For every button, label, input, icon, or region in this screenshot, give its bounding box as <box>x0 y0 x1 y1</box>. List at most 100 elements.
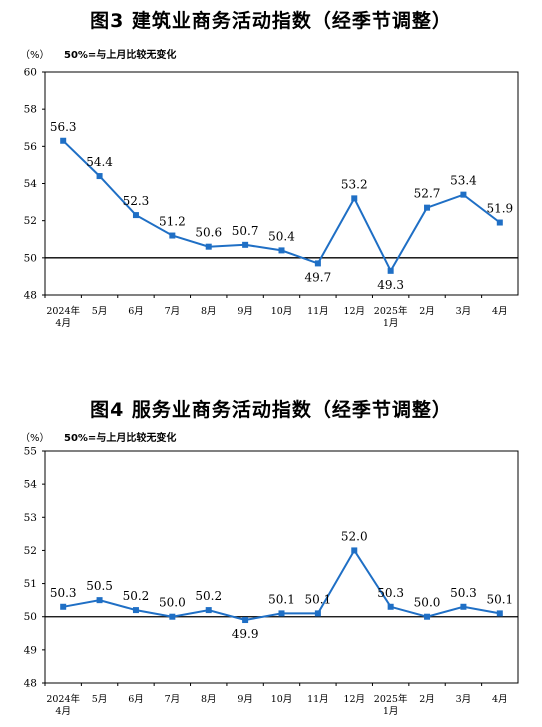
x-tick-label: 2月 <box>419 694 435 705</box>
plot-frame <box>44 450 519 684</box>
data-point <box>314 260 321 267</box>
x-tick-label: 5月 <box>92 694 108 705</box>
x-tick-label: 11月 <box>307 306 329 317</box>
data-point <box>132 212 139 219</box>
data-label: 52.0 <box>341 529 368 543</box>
line-chart: 48 49 50 51 52 53 54 55 2024年 4月 5月 6月 7月 8月 9月 10月 11月 1… <box>24 446 519 717</box>
line-chart: 48 50 52 54 56 58 60 2024年 4月 5月 6月 7月 8月 9月 10月 11月 12月… <box>24 67 519 329</box>
y-tick-label: 49 <box>24 644 37 656</box>
y-tick-label: 50 <box>24 252 37 264</box>
data-label: 50.1 <box>486 592 513 606</box>
data-label: 50.7 <box>232 224 259 238</box>
y-tick-label: 51 <box>24 578 37 590</box>
y-tick-label: 54 <box>24 479 38 491</box>
data-point <box>387 267 394 274</box>
x-tick-label: 2月 <box>419 306 435 317</box>
data-label: 49.9 <box>232 627 259 641</box>
plot-frame <box>44 71 519 296</box>
y-tick-label: 56 <box>24 141 38 153</box>
y-tick-label: 48 <box>24 290 37 302</box>
x-tick-label: 12月 <box>343 306 365 317</box>
data-label: 52.7 <box>414 187 441 201</box>
data-point <box>205 607 212 614</box>
y-tick-label: 50 <box>24 611 37 623</box>
x-tick-label: 9月 <box>237 694 253 705</box>
data-point <box>496 219 503 226</box>
data-label: 54.4 <box>86 155 113 169</box>
x-tick-label: 2024年 4月 <box>46 305 80 329</box>
data-label: 50.3 <box>50 586 77 600</box>
data-label: 50.3 <box>377 586 404 600</box>
data-point <box>387 603 394 610</box>
x-tick-label: 3月 <box>456 306 472 317</box>
data-point <box>496 610 503 617</box>
x-tick-label: 12月 <box>343 694 365 705</box>
y-tick-label: 60 <box>24 67 37 79</box>
x-tick-label: 11月 <box>307 694 329 705</box>
data-label: 50.3 <box>450 586 477 600</box>
data-label: 49.7 <box>305 270 332 284</box>
data-label: 51.9 <box>486 202 513 216</box>
data-point <box>169 232 176 239</box>
data-point <box>278 247 285 254</box>
x-tick-label: 6月 <box>128 306 144 317</box>
x-tick-label: 9月 <box>237 306 253 317</box>
y-tick-label: 48 <box>24 678 37 690</box>
data-point <box>424 613 431 620</box>
data-label: 53.4 <box>450 174 477 188</box>
x-tick-label: 10月 <box>271 306 293 317</box>
data-label: 50.1 <box>305 592 332 606</box>
y-tick-label: 55 <box>24 446 37 458</box>
data-point <box>242 241 249 248</box>
data-point <box>60 603 67 610</box>
data-point <box>96 173 103 180</box>
x-tick-label: 7月 <box>165 694 181 705</box>
y-tick-label: 54 <box>24 178 38 190</box>
data-label: 50.2 <box>195 589 222 603</box>
data-point <box>351 547 358 554</box>
data-label: 51.2 <box>159 215 186 229</box>
x-tick-label: 3月 <box>456 694 472 705</box>
data-label: 50.4 <box>268 229 295 243</box>
data-point <box>351 195 358 202</box>
data-point <box>132 607 139 614</box>
note-label: 50%=与上月比较无变化 <box>64 433 177 444</box>
data-label: 50.5 <box>86 579 113 593</box>
x-tick-label: 4月 <box>492 694 508 705</box>
data-label: 52.3 <box>123 194 150 208</box>
unit-label: （%） <box>20 50 50 61</box>
data-point <box>242 617 249 624</box>
data-point <box>96 597 103 604</box>
data-label: 50.0 <box>159 596 186 610</box>
x-tick-label: 2025年 1月 <box>374 693 408 717</box>
x-tick-label: 2025年 1月 <box>374 305 408 329</box>
construction-chart: 图3 建筑业商务活动指数（经季节调整） （%） 50%=与上月比较无变化 48 5… <box>0 0 542 345</box>
x-tick-label: 2024年 4月 <box>46 693 80 717</box>
unit-label: （%） <box>20 433 50 444</box>
services-chart: 图4 服务业商务活动指数（经季节调整） （%） 50%=与上月比较无变化 48 4… <box>0 385 542 727</box>
data-label: 50.6 <box>195 226 222 240</box>
data-label: 53.2 <box>341 177 368 191</box>
x-tick-label: 8月 <box>201 694 217 705</box>
x-tick-label: 6月 <box>128 694 144 705</box>
x-tick-label: 4月 <box>492 306 508 317</box>
y-tick-label: 52 <box>24 215 37 227</box>
data-point <box>460 191 467 198</box>
x-tick-label: 5月 <box>92 306 108 317</box>
note-label: 50%=与上月比较无变化 <box>64 50 177 61</box>
x-tick-label: 10月 <box>271 694 293 705</box>
data-label: 49.3 <box>377 278 404 292</box>
y-tick-label: 58 <box>24 104 37 116</box>
x-tick-label: 8月 <box>201 306 217 317</box>
data-point <box>169 613 176 620</box>
data-point <box>314 610 321 617</box>
data-point <box>278 610 285 617</box>
data-label: 50.2 <box>123 589 150 603</box>
data-label: 50.0 <box>414 596 441 610</box>
data-point <box>205 243 212 250</box>
x-tick-label: 7月 <box>165 306 181 317</box>
chart-title: 图4 服务业商务活动指数（经季节调整） <box>90 399 452 421</box>
data-point <box>60 137 67 144</box>
y-tick-label: 53 <box>24 512 37 524</box>
y-tick-label: 52 <box>24 545 37 557</box>
